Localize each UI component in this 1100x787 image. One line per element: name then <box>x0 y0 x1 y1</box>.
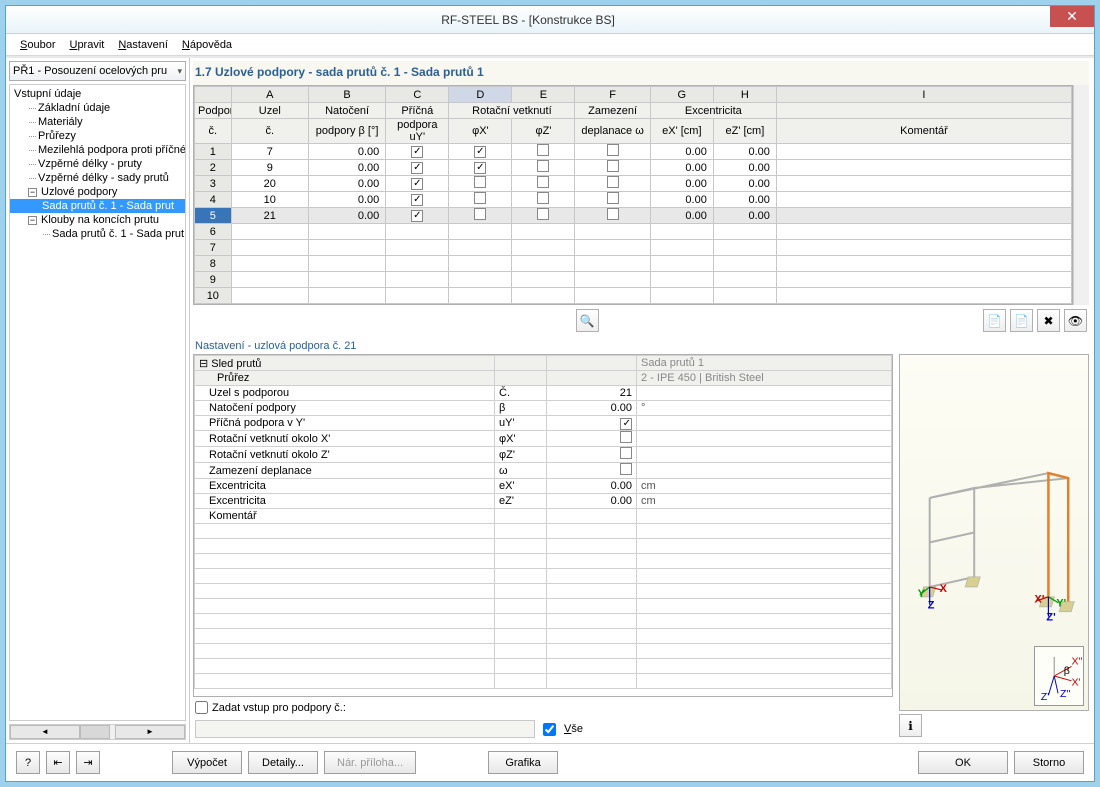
menu-soubor[interactable]: Soubor <box>14 37 61 53</box>
detail-grid[interactable]: ⊟ Sled prutůSada prutů 1Průřez2 - IPE 45… <box>193 354 893 697</box>
menu-nastaveni[interactable]: Nastavení <box>112 37 174 53</box>
tree-nodal-child[interactable]: Sada prutů č. 1 - Sada prut <box>10 199 185 213</box>
tool-btn-1[interactable]: 📄 <box>983 309 1006 332</box>
tool-btn-3[interactable]: ✖ <box>1037 309 1060 332</box>
svg-text:X: X <box>940 583 948 595</box>
tree-nodal[interactable]: −Uzlové podpory <box>10 185 185 199</box>
preview-3d[interactable]: YXZ X'Y'Z' X'' X' <box>899 354 1089 711</box>
sidebar: PŘ1 - Posouzení ocelových pru ▾ Vstupní … <box>6 58 190 743</box>
view-icon[interactable]: 👁 <box>1064 309 1087 332</box>
case-combo-text: PŘ1 - Posouzení ocelových pru <box>13 65 167 77</box>
tree-item[interactable]: ···· Základní údaje <box>10 101 185 115</box>
footer: ? ⇤ ⇥ Výpočet Detaily... Nár. příloha...… <box>6 743 1094 781</box>
input-supports-label: Zadat vstup pro podpory č.: <box>212 702 346 714</box>
nav-next-button[interactable]: ⇥ <box>76 751 100 774</box>
section-title: 1.7 Uzlové podpory - sada prutů č. 1 - S… <box>193 61 1089 85</box>
svg-text:Z: Z <box>928 600 935 612</box>
tree-item[interactable]: ···· Průřezy <box>10 129 185 143</box>
main-panel: 1.7 Uzlové podpory - sada prutů č. 1 - S… <box>190 58 1094 743</box>
nav-tree[interactable]: Vstupní údaje ···· Základní údaje···· Ma… <box>9 84 186 721</box>
tree-item[interactable]: ···· Mezilehlá podpora proti příčném <box>10 143 185 157</box>
main-grid[interactable]: ABCDEFGHIPodporaUzelNatočeníPříčnáRotačn… <box>193 85 1073 305</box>
tree-item[interactable]: ···· Vzpěrné délky - pruty <box>10 157 185 171</box>
tree-hinges-child[interactable]: ····Sada prutů č. 1 - Sada prut <box>10 227 185 241</box>
svg-text:Z': Z' <box>1041 691 1049 703</box>
vypocet-button[interactable]: Výpočet <box>172 751 242 774</box>
zoom-icon[interactable]: 🔍 <box>576 309 599 332</box>
chevron-down-icon: ▾ <box>177 66 182 77</box>
info-icon[interactable]: ℹ <box>899 714 922 737</box>
detail-title: Nastavení - uzlová podpora č. 21 <box>193 336 1089 354</box>
tree-hscroll[interactable]: ◄► <box>9 724 186 740</box>
grid-vscroll[interactable] <box>1073 85 1089 305</box>
tree-root[interactable]: Vstupní údaje <box>10 87 185 101</box>
vse-check[interactable] <box>543 723 556 736</box>
input-supports-check[interactable] <box>195 701 208 714</box>
storno-button[interactable]: Storno <box>1014 751 1084 774</box>
window-title: RF-STEEL BS - [Konstrukce BS] <box>6 13 1050 27</box>
priloha-button[interactable]: Nár. příloha... <box>324 751 416 774</box>
tree-item[interactable]: ···· Vzpěrné délky - sady prutů <box>10 171 185 185</box>
vse-label: Vše <box>564 723 583 735</box>
detaily-button[interactable]: Detaily... <box>248 751 318 774</box>
grid-toolbar: 🔍 📄 📄 ✖ 👁 <box>193 305 1089 336</box>
svg-text:Z'': Z'' <box>1060 688 1070 700</box>
svg-text:β: β <box>1064 665 1070 677</box>
close-button[interactable]: ✕ <box>1050 6 1094 27</box>
svg-text:X': X' <box>1071 677 1080 689</box>
grafika-button[interactable]: Grafika <box>488 751 558 774</box>
tree-item[interactable]: ···· Materiály <box>10 115 185 129</box>
svg-text:X'': X'' <box>1071 655 1082 667</box>
help-button[interactable]: ? <box>16 751 40 774</box>
body: PŘ1 - Posouzení ocelových pru ▾ Vstupní … <box>6 56 1094 743</box>
menu-napoveda[interactable]: Nápověda <box>176 37 238 53</box>
supports-input[interactable] <box>195 720 535 738</box>
case-combo[interactable]: PŘ1 - Posouzení ocelových pru ▾ <box>9 61 186 81</box>
menu-upravit[interactable]: Upravit <box>63 37 110 53</box>
axes-legend: X'' X' Z'' Z' β <box>1034 646 1084 706</box>
tool-btn-2[interactable]: 📄 <box>1010 309 1033 332</box>
tree-hinges[interactable]: −Klouby na koncích prutu <box>10 213 185 227</box>
titlebar: RF-STEEL BS - [Konstrukce BS] ✕ <box>6 6 1094 34</box>
ok-button[interactable]: OK <box>918 751 1008 774</box>
menubar: Soubor Upravit Nastavení Nápověda <box>6 34 1094 56</box>
svg-text:Y': Y' <box>1056 598 1066 610</box>
app-window: RF-STEEL BS - [Konstrukce BS] ✕ Soubor U… <box>5 5 1095 782</box>
nav-prev-button[interactable]: ⇤ <box>46 751 70 774</box>
